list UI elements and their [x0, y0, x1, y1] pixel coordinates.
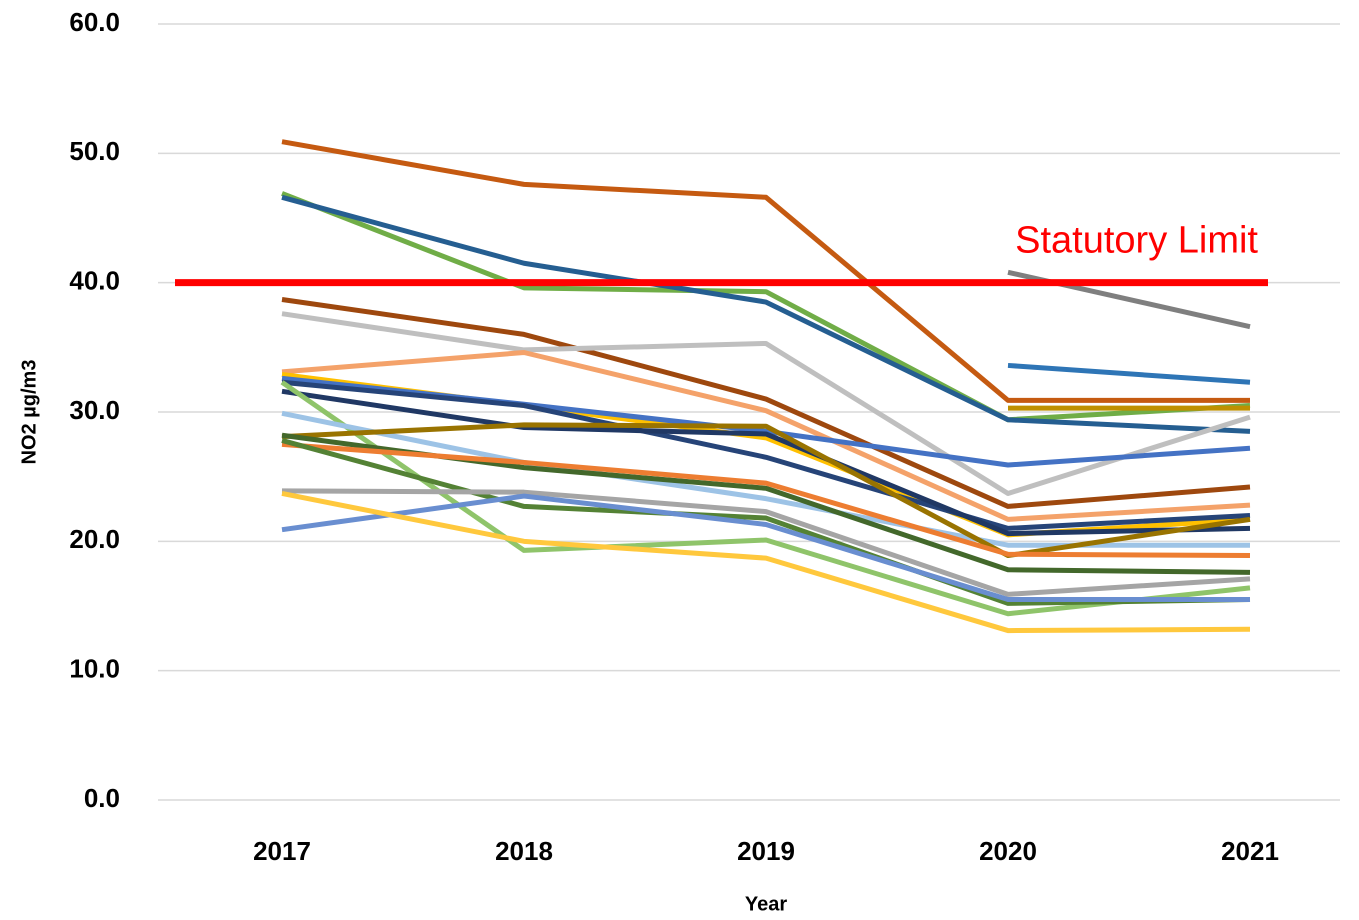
- y-tick-label: 40.0: [69, 266, 120, 296]
- y-tick-label: 30.0: [69, 395, 120, 425]
- y-tick-label: 60.0: [69, 7, 120, 37]
- series-line: [281, 438, 1251, 606]
- series-line: [281, 350, 1251, 522]
- x-axis-title: Year: [745, 893, 787, 915]
- x-tick-label: 2017: [253, 836, 311, 866]
- y-tick-label: 10.0: [69, 654, 120, 684]
- series-line: [281, 379, 1251, 531]
- series-line: [281, 488, 1251, 597]
- series-line: [281, 388, 1251, 537]
- series-line: [280, 380, 1251, 617]
- y-tick-label: 0.0: [84, 783, 120, 813]
- reference-label: Statutory Limit: [1015, 220, 1258, 262]
- x-tick-label: 2020: [979, 836, 1037, 866]
- series-line: [281, 139, 1250, 403]
- series-line: [1007, 362, 1251, 385]
- x-tick-label: 2018: [495, 836, 553, 866]
- series-line: [281, 311, 1251, 496]
- y-tick-label: 50.0: [69, 136, 120, 166]
- x-tick-label: 2019: [737, 836, 795, 866]
- series-line: [281, 194, 1251, 434]
- series-line: [281, 441, 1251, 559]
- series-line: [281, 191, 1251, 423]
- y-axis-title: NO2 µg/m3: [18, 360, 40, 465]
- series-line: [281, 491, 1251, 634]
- series-line: [281, 493, 1250, 603]
- series-line: [281, 422, 1251, 559]
- y-tick-label: 20.0: [69, 524, 120, 554]
- x-tick-label: 2021: [1221, 836, 1279, 866]
- series-line: [281, 297, 1251, 509]
